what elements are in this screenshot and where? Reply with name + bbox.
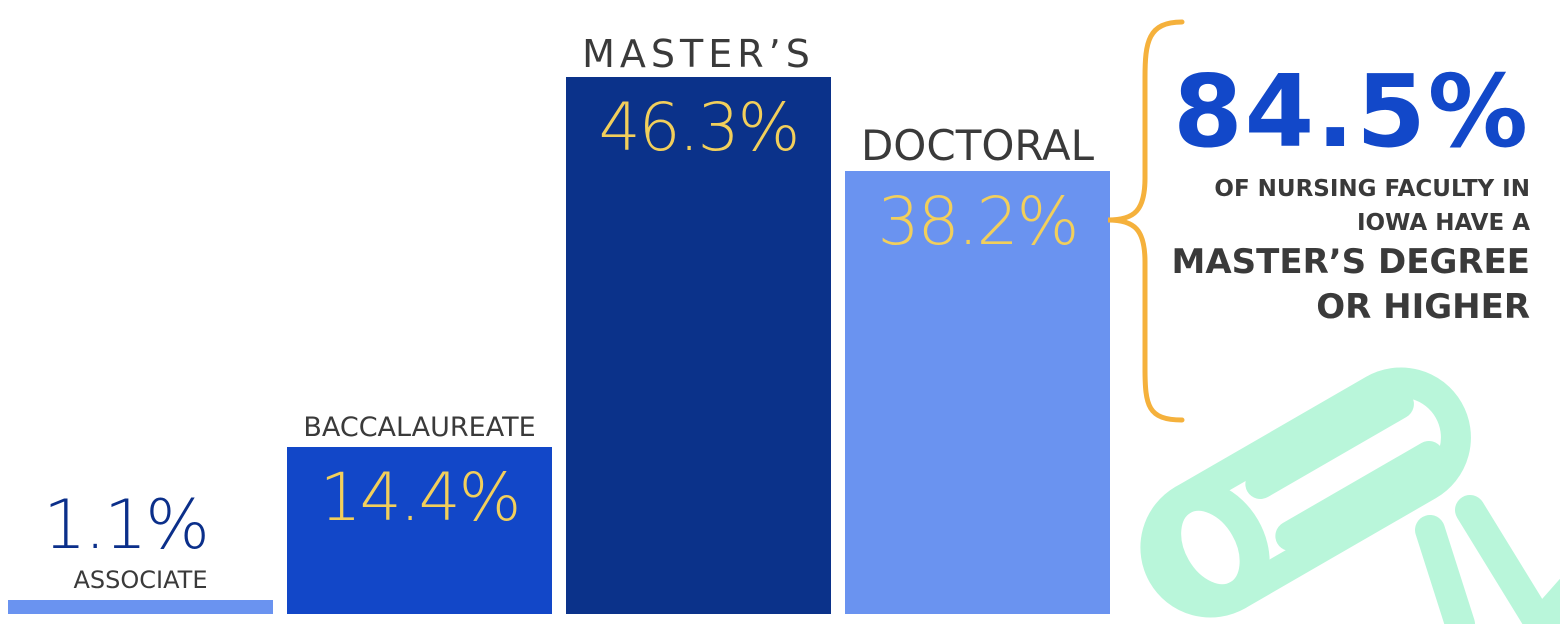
brace-icon: [1107, 19, 1185, 423]
callout-text-line4: OR HIGHER: [1316, 287, 1530, 327]
callout-text-line3: MASTER’S DEGREE: [1171, 242, 1530, 282]
category-label: MASTER’S: [582, 32, 815, 77]
value-label: 38.2%: [877, 183, 1080, 261]
callout-text-line2: IOWA HAVE A: [1356, 210, 1530, 236]
callout-summary: 84.5% OF NURSING FACULTY IN IOWA HAVE A …: [1150, 62, 1530, 330]
bar-associate: [8, 600, 273, 614]
category-label: DOCTORAL: [860, 121, 1095, 171]
bar-masters: [566, 77, 831, 614]
callout-text-line1: OF NURSING FACULTY IN: [1214, 176, 1530, 202]
value-label: 1.1%: [43, 486, 210, 565]
diploma-icon: [1140, 367, 1560, 624]
category-label: BACCALAUREATE: [303, 412, 536, 444]
bar-baccalaureate: [287, 447, 552, 614]
value-label: 14.4%: [319, 459, 522, 537]
value-label: 46.3%: [598, 89, 801, 167]
category-label: ASSOCIATE: [73, 566, 208, 594]
callout-percentage: 84.5%: [1173, 53, 1530, 170]
bar-doctoral: [845, 171, 1110, 614]
